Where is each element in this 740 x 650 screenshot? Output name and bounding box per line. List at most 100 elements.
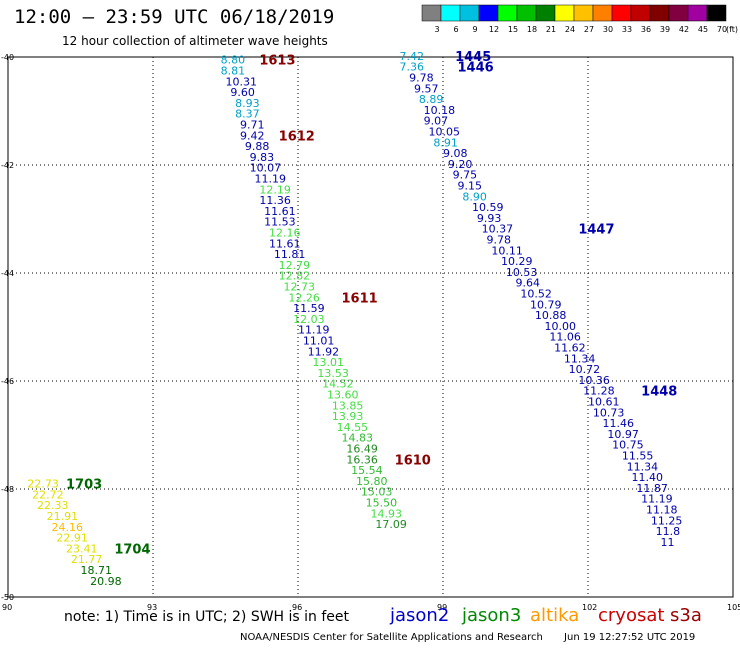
scale-swatch	[668, 4, 689, 22]
scale-swatch	[649, 4, 670, 22]
scale-label: 42	[679, 25, 689, 34]
wave-height-value: 10.52	[520, 288, 552, 301]
scale-label: 70	[717, 25, 727, 34]
wave-height-value: 9.57	[414, 82, 439, 95]
wave-height-value: 10.53	[506, 266, 538, 279]
wave-height-value: 9.75	[453, 169, 478, 182]
scale-swatch	[478, 4, 499, 22]
wave-height-value: 11	[661, 536, 675, 549]
wave-height-value: 8.91	[433, 136, 458, 149]
wave-height-value: 11.61	[269, 237, 301, 250]
scale-label: 27	[584, 25, 594, 34]
wave-height-value: 13.60	[327, 389, 359, 402]
wave-height-value: 14.83	[342, 432, 374, 445]
track-time-label: 1446	[458, 61, 494, 76]
satellite-legend-jason3: jason3	[462, 605, 522, 626]
wave-height-value: 9.60	[230, 86, 255, 99]
wave-height-value: 14.52	[322, 378, 354, 391]
track-time-label: 1610	[395, 453, 431, 468]
wave-height-value: 13.53	[317, 367, 349, 380]
scale-label: 39	[660, 25, 670, 34]
track-time-label: 1704	[114, 542, 150, 557]
wave-height-value: 10.97	[607, 428, 639, 441]
wave-height-value: 14.93	[371, 507, 403, 520]
wave-height-value: 12.79	[279, 259, 311, 272]
wave-height-value: 10.59	[472, 201, 504, 214]
wave-height-value: 9.71	[240, 119, 265, 132]
wave-height-value: 11.46	[603, 417, 635, 430]
wave-height-value: 11.25	[651, 514, 683, 527]
scale-label: 21	[546, 25, 556, 34]
wave-height-value: 9.93	[477, 212, 502, 225]
wave-height-value: 11.19	[298, 324, 330, 337]
scale-swatch	[535, 4, 556, 22]
wave-height-value: 11.18	[646, 504, 678, 517]
wave-height-value: 12.26	[288, 291, 320, 304]
wave-height-value: 17.09	[375, 518, 407, 531]
credit-text: NOAA/NESDIS Center for Satellite Applica…	[240, 632, 543, 643]
scale-label: 6	[453, 25, 458, 34]
wave-height-value: 8.80	[221, 54, 246, 67]
chart-subtitle: 12 hour collection of altimeter wave hei…	[62, 34, 328, 48]
wave-height-value: 10.79	[530, 298, 562, 311]
scale-swatch	[687, 4, 708, 22]
wave-height-value: 12.16	[269, 227, 301, 240]
scale-swatch	[440, 4, 461, 22]
track-time-label: 1703	[66, 478, 102, 493]
footer-note: note: 1) Time is in UTC; 2) SWH is in fe…	[64, 609, 350, 625]
wave-height-value: 9.78	[487, 234, 512, 247]
scale-label: 18	[527, 25, 537, 34]
scale-swatch	[421, 4, 442, 22]
wave-height-value: 9.88	[245, 140, 269, 153]
track-time-label: 1611	[342, 291, 378, 306]
wave-height-value: 24.16	[52, 521, 84, 534]
wave-height-value: 8.81	[221, 65, 246, 78]
wave-height-value: 11.34	[564, 352, 596, 365]
wave-height-value: 20.98	[90, 575, 122, 588]
wave-height-value: 11.62	[554, 342, 586, 355]
satellite-legend-altika: altika	[530, 605, 580, 626]
scale-label: 30	[603, 25, 613, 34]
footer-credit: NOAA/NESDIS Center for Satellite Applica…	[240, 632, 713, 643]
track-time-label: 1447	[578, 223, 614, 238]
wave-height-value: 11.87	[636, 482, 668, 495]
wave-height-value: 13.93	[332, 410, 364, 423]
wave-height-value: 22.73	[27, 478, 59, 491]
track-time-label: 1613	[259, 54, 295, 69]
wave-height-value: 11.61	[264, 205, 296, 218]
wave-height-value: 9.64	[516, 277, 541, 290]
scale-label: 33	[622, 25, 632, 34]
wave-height-value: 9.42	[240, 129, 265, 142]
wave-height-value: 11.01	[303, 335, 335, 348]
wave-height-value: 10.31	[226, 75, 258, 88]
wave-height-value: 21.77	[71, 553, 103, 566]
wave-height-value: 8.37	[235, 108, 260, 121]
scale-label: 24	[565, 25, 575, 34]
scale-swatch	[497, 4, 518, 22]
wave-height-value: 13.85	[332, 399, 364, 412]
timestamp-text: Jun 19 12:27:52 UTC 2019	[564, 632, 696, 643]
wave-height-value: 10.88	[535, 309, 567, 322]
y-tick-label: -46	[1, 377, 14, 386]
y-tick-label: -50	[1, 593, 14, 602]
wave-height-value: 22.91	[56, 532, 87, 545]
wave-height-value: 7.36	[400, 61, 425, 74]
scale-swatch	[573, 4, 594, 22]
wave-height-value: 21.91	[47, 510, 79, 523]
wave-height-value: 9.08	[443, 147, 468, 160]
scale-label: 15	[508, 25, 518, 34]
y-tick-label: -44	[1, 269, 14, 278]
scale-label: 12	[489, 25, 499, 34]
wave-height-value: 15.50	[366, 497, 398, 510]
wave-height-value: 16.36	[346, 453, 378, 466]
track-time-label: 1448	[641, 385, 677, 400]
wave-height-value: 12.19	[259, 183, 291, 196]
scale-swatch	[554, 4, 575, 22]
wave-height-value: 10.36	[578, 374, 610, 387]
wave-height-value: 11.19	[641, 493, 673, 506]
wave-height-value: 11.34	[627, 460, 659, 473]
scale-label: 45	[698, 25, 708, 34]
track-time-label: 1612	[279, 129, 315, 144]
scale-swatch	[706, 4, 727, 22]
